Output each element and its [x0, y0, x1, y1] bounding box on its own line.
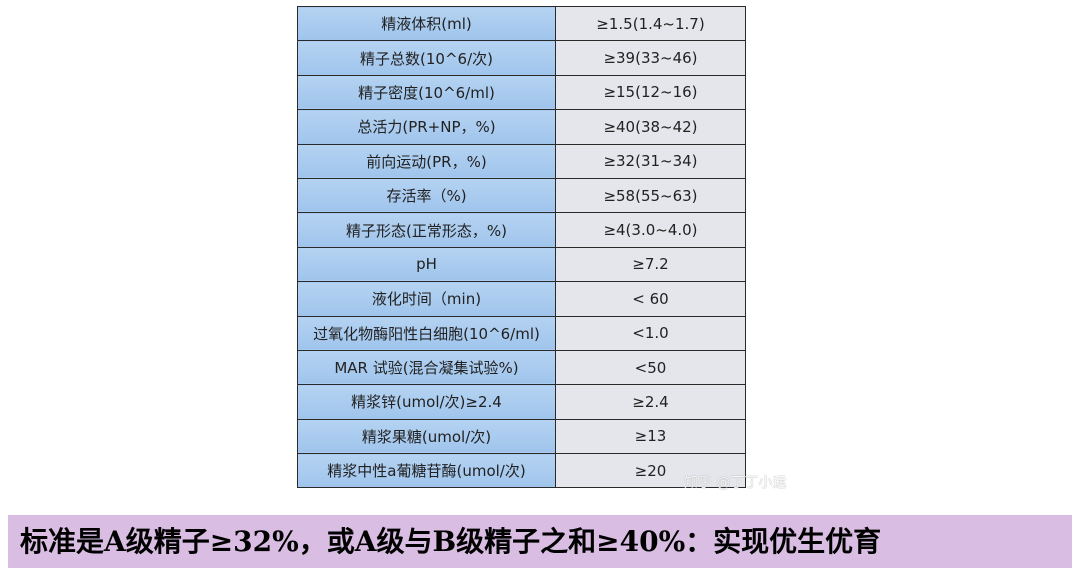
table-row: MAR 试验(混合凝集试验%) <50 [297, 349, 746, 386]
parameter-name: pH [297, 246, 556, 283]
table-row: 存活率（%) ≥58(55~63) [297, 177, 746, 214]
reference-value: ≥40(38~42) [555, 109, 746, 145]
parameter-name: 精浆中性a葡糖苷酶(umol/次) [297, 453, 556, 489]
parameter-name: MAR 试验(混合凝集试验%) [297, 349, 556, 386]
table-row: 精子密度(10^6/ml) ≥15(12~16) [297, 74, 746, 111]
reference-value: ≥32(31~34) [555, 143, 746, 179]
reference-value: ≥4(3.0~4.0) [555, 212, 746, 248]
reference-value: ≥2.4 [555, 384, 746, 420]
reference-value: <1.0 [555, 315, 746, 351]
table-row: 精子形态(正常形态，%) ≥4(3.0~4.0) [297, 212, 746, 248]
parameter-name: 精浆锌(umol/次)≥2.4 [297, 384, 556, 420]
parameter-name: 精子形态(正常形态，%) [297, 212, 556, 248]
reference-value: <50 [555, 349, 746, 386]
table-row: 精子总数(10^6/次) ≥39(33~46) [297, 40, 746, 76]
watermark: 知乎 @丁丁小运 [684, 475, 787, 491]
parameter-name: 精浆果糖(umol/次) [297, 418, 556, 455]
table-row: 总活力(PR+NP，%) ≥40(38~42) [297, 109, 746, 145]
reference-value: ≥13 [555, 418, 746, 455]
reference-value: ≥1.5(1.4~1.7) [555, 5, 746, 42]
reference-value: ≥39(33~46) [555, 40, 746, 76]
reference-value: < 60 [555, 281, 746, 317]
table-row: pH ≥7.2 [297, 246, 746, 283]
reference-value: ≥20 [555, 453, 746, 489]
parameter-name: 过氧化物酶阳性白细胞(10^6/ml) [297, 315, 556, 351]
semen-reference-table: 精液体积(ml) ≥1.5(1.4~1.7) 精子总数(10^6/次) ≥39(33~… [297, 5, 746, 489]
table-row: 液化时间（min) < 60 [297, 281, 746, 317]
parameter-name: 存活率（%) [297, 177, 556, 214]
table-row: 精浆中性a葡糖苷酶(umol/次) ≥20 [297, 453, 746, 489]
table-row: 精浆果糖(umol/次) ≥13 [297, 418, 746, 455]
parameter-name: 液化时间（min) [297, 281, 556, 317]
table-row: 精液体积(ml) ≥1.5(1.4~1.7) [297, 5, 746, 42]
table-row: 前向运动(PR，%) ≥32(31~34) [297, 143, 746, 179]
reference-value: ≥7.2 [555, 246, 746, 283]
table-body: 精液体积(ml) ≥1.5(1.4~1.7) 精子总数(10^6/次) ≥39(33~… [297, 5, 746, 489]
parameter-name: 总活力(PR+NP，%) [297, 109, 556, 145]
reference-value: ≥15(12~16) [555, 74, 746, 111]
parameter-name: 精子总数(10^6/次) [297, 40, 556, 76]
reference-value: ≥58(55~63) [555, 177, 746, 214]
parameter-name: 精子密度(10^6/ml) [297, 74, 556, 111]
summary-banner: 标准是A级精子≥32%，或A级与B级精子之和≥40%：实现优生优育 [8, 515, 1072, 568]
table-row: 精浆锌(umol/次)≥2.4 ≥2.4 [297, 384, 746, 420]
parameter-name: 前向运动(PR，%) [297, 143, 556, 179]
parameter-name: 精液体积(ml) [297, 5, 556, 42]
table-row: 过氧化物酶阳性白细胞(10^6/ml) <1.0 [297, 315, 746, 351]
